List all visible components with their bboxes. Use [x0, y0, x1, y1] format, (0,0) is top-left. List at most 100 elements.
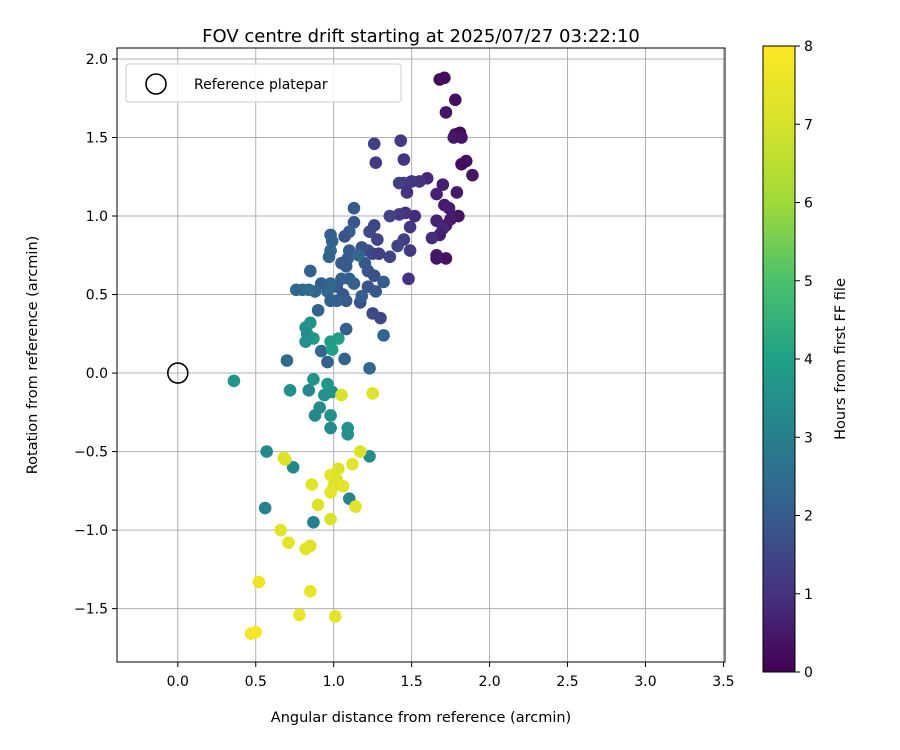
y-tick-label: −1.0: [74, 523, 108, 539]
data-point: [307, 515, 320, 529]
data-point: [280, 354, 294, 367]
y-tick-label: 1.0: [86, 209, 108, 225]
data-point: [347, 201, 361, 215]
data-point: [258, 501, 272, 515]
data-point: [338, 352, 351, 366]
data-point: [324, 486, 337, 499]
legend-open-circle-icon: [145, 73, 167, 95]
data-point: [352, 248, 365, 262]
data-point: [260, 445, 273, 458]
data-point: [325, 343, 339, 356]
x-tick-label: 1.0: [323, 674, 345, 690]
x-tick-label: 3.5: [712, 674, 734, 690]
data-point: [450, 186, 464, 199]
data-point: [289, 283, 303, 297]
data-point: [377, 329, 390, 342]
colorbar-label: Hours from first FF file: [833, 278, 849, 440]
data-point: [307, 373, 320, 386]
data-point: [339, 294, 353, 308]
data-point: [249, 625, 263, 639]
data-point: [369, 285, 383, 298]
data-point: [439, 106, 453, 119]
x-tick-label: 2.0: [478, 674, 500, 690]
x-axis-label: Angular distance from reference (arcmin): [271, 710, 571, 726]
grid: [117, 48, 725, 662]
data-point: [392, 208, 406, 221]
data-point: [335, 388, 348, 402]
data-point: [324, 421, 337, 435]
data-point: [314, 344, 328, 358]
data-point: [367, 137, 381, 151]
data-point: [455, 157, 468, 171]
legend-box: [125, 63, 402, 103]
data-point: [324, 512, 337, 526]
data-point: [336, 479, 350, 493]
colorbar-tick-label: 5: [804, 274, 813, 290]
data-point: [392, 176, 406, 190]
colorbar-tick-label: 6: [804, 196, 813, 212]
data-point: [346, 457, 359, 471]
data-point: [311, 303, 325, 317]
data-point: [466, 168, 479, 182]
data-point: [442, 201, 456, 215]
data-point: [328, 610, 342, 623]
y-tick-label: −1.5: [74, 602, 108, 618]
y-axis-label: Rotation from reference (arcmin): [25, 236, 41, 475]
x-tick-label: 0.5: [245, 674, 267, 690]
data-point: [383, 209, 397, 223]
data-point: [311, 498, 325, 512]
y-tick-label: 0.0: [86, 366, 108, 382]
y-tick-label: 2.0: [86, 52, 108, 68]
data-point: [403, 244, 417, 257]
data-point: [397, 153, 411, 166]
data-point: [277, 451, 291, 465]
y-tick-label: −0.5: [74, 445, 108, 461]
data-point: [322, 250, 336, 264]
data-point: [430, 252, 443, 265]
data-point: [324, 294, 337, 308]
data-point: [282, 536, 295, 549]
data-point: [391, 239, 404, 253]
data-point: [302, 384, 316, 397]
y-tick-label: 1.5: [86, 131, 108, 147]
data-point: [425, 231, 439, 245]
data-point: [439, 252, 453, 265]
data-point: [374, 311, 387, 325]
data-point: [274, 523, 287, 537]
data-point: [430, 187, 443, 201]
data-point: [402, 272, 415, 286]
data-point: [455, 131, 468, 144]
chart-title: FOV centre drift starting at 2025/07/27 …: [202, 26, 640, 47]
data-point: [436, 178, 450, 191]
x-axis-ticks: 0.0 0.5 1.0 1.5 2.0 2.5 3.0 3.5: [167, 662, 735, 690]
x-tick-label: 3.0: [634, 674, 656, 690]
colorbar-tick-label: 1: [804, 587, 813, 603]
y-axis-ticks: −1.5 −1.0 −0.5 0.0 0.5 1.0 1.5 2.0: [74, 52, 117, 618]
colorbar-gradient: [762, 45, 796, 673]
legend-label: Reference platepar: [194, 77, 328, 93]
colorbar-ticks: 0 1 2 3 4 5 6 7 8: [795, 39, 813, 681]
data-point: [339, 259, 353, 273]
data-point: [438, 71, 451, 85]
data-point: [353, 445, 367, 458]
data-point: [366, 387, 379, 400]
data-point: [377, 275, 390, 289]
data-point: [347, 216, 361, 229]
data-point: [355, 289, 369, 303]
data-points: [227, 71, 479, 641]
data-point: [367, 269, 381, 282]
data-point: [363, 449, 376, 463]
data-point: [227, 374, 241, 388]
x-tick-label: 2.5: [556, 674, 578, 690]
y-tick-label: 0.5: [86, 288, 108, 304]
data-point: [372, 247, 386, 261]
data-point: [324, 409, 337, 422]
data-point: [332, 462, 345, 476]
reference-platepar-marker: [167, 362, 189, 384]
data-point: [341, 428, 355, 441]
data-point: [332, 332, 345, 345]
colorbar-tick-label: 3: [804, 430, 813, 446]
data-point: [299, 335, 312, 348]
data-point: [349, 500, 362, 513]
